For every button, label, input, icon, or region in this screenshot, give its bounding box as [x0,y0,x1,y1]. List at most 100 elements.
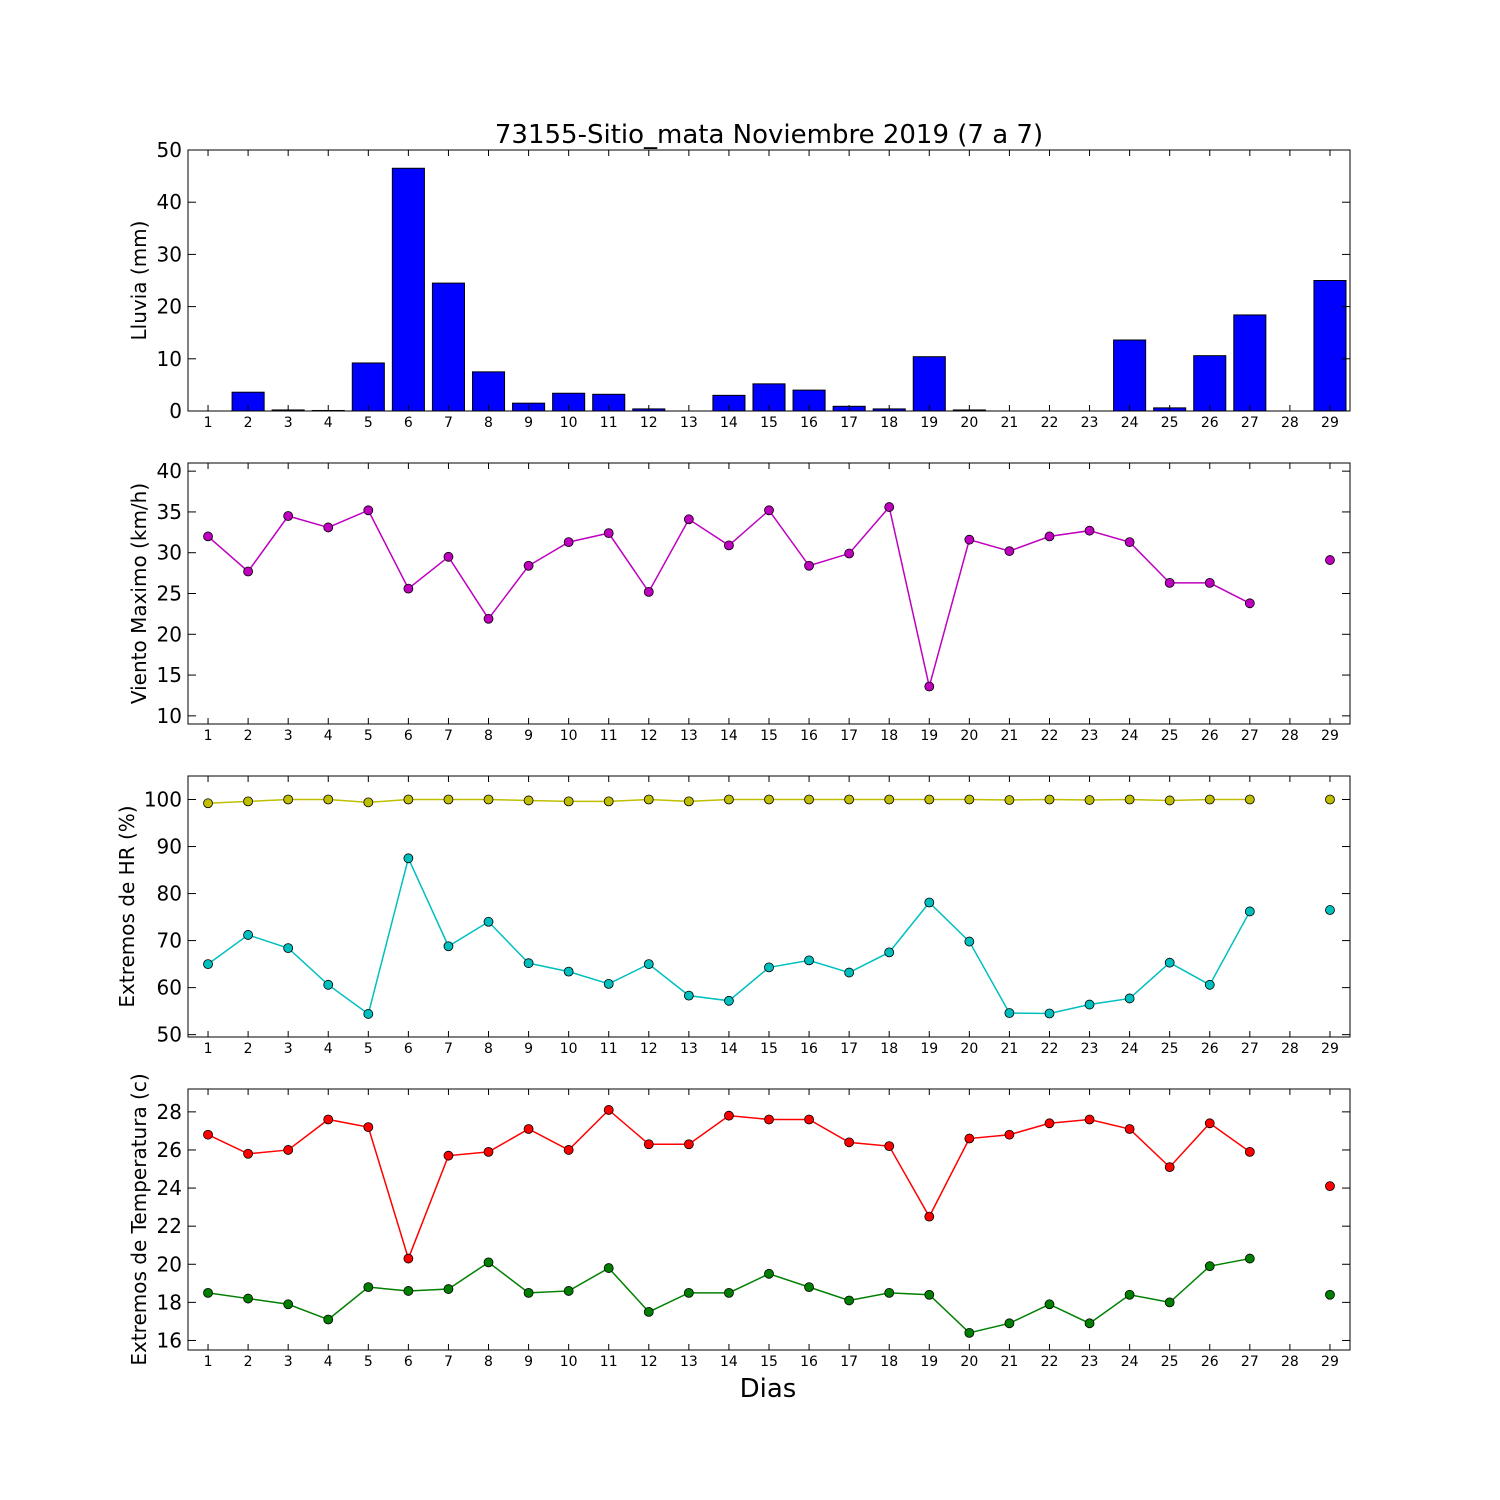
y-axis-label: Lluvia (mm) [127,221,151,341]
x-tick-label: 12 [640,1354,658,1370]
point-day-14 [724,540,734,551]
y-tick-label: 10 [157,704,182,728]
point-day-15 [764,1268,774,1279]
chart-title: 73155-Sitio_mata Noviembre 2019 (7 a 7) [495,120,1043,150]
point-day-22 [1044,1008,1055,1019]
x-tick-label: 10 [560,415,578,431]
point-day-12 [643,959,654,970]
x-tick-label: 14 [720,728,738,744]
x-tick-label: 28 [1281,1041,1299,1057]
point-day-27 [1244,906,1255,917]
plot-frame [187,1088,1351,1351]
y-tick-label: 70 [157,929,182,953]
x-tick-label: 28 [1281,728,1299,744]
point-day-23 [1084,795,1095,805]
point-day-22 [1044,531,1055,542]
x-tick-label: 8 [484,728,493,744]
point-day-10 [563,1286,574,1296]
point-day-29 [1325,1181,1335,1192]
x-tick-label: 25 [1161,1041,1179,1057]
point-day-7 [443,941,454,952]
x-tick-label: 3 [284,1354,293,1370]
x-tick-label: 4 [324,1354,333,1370]
y-tick-label: 20 [157,295,182,319]
point-day-25 [1164,795,1175,806]
y-axis-label: Extremos de HR (%) [115,805,139,1007]
y-tick-label: 25 [157,582,182,606]
x-tick-label: 6 [404,728,413,744]
point-day-4 [323,794,334,805]
point-day-15 [764,1114,774,1125]
x-tick-label: 26 [1201,728,1219,744]
y-tick-label: 90 [157,835,182,859]
point-day-4 [323,1314,334,1325]
point-day-15 [764,962,774,973]
x-tick-label: 27 [1241,728,1259,744]
point-day-16 [804,1282,814,1293]
point-day-7 [443,1284,454,1294]
point-day-17 [844,1295,855,1306]
x-tick-label: 13 [680,1041,698,1057]
x-tick-label: 6 [404,415,413,431]
x-tick-label: 28 [1281,415,1299,431]
point-day-26 [1204,578,1215,588]
y-tick-label: 20 [157,1252,182,1276]
series-1 [203,1105,1335,1264]
point-day-21 [1004,1008,1015,1018]
x-tick-label: 23 [1081,415,1099,431]
point-day-21 [1004,546,1015,556]
series-1 [203,502,1335,692]
x-tick-label: 10 [560,728,578,744]
point-day-14 [724,794,734,805]
point-day-16 [804,955,814,966]
x-tick-label: 2 [244,1354,253,1370]
point-day-26 [1204,794,1215,805]
x-tick-label: 13 [680,415,698,431]
bar-day-6 [391,167,425,412]
plot-frame [187,775,1351,1038]
x-tick-label: 24 [1121,1354,1139,1370]
bar-day-26 [1193,355,1227,412]
point-day-19 [924,1289,935,1300]
x-tick-label: 1 [204,1041,213,1057]
x-tick-label: 14 [720,415,738,431]
y-tick-label: 10 [157,347,182,371]
point-day-17 [844,548,855,559]
bar-day-19 [912,356,946,412]
x-tick-label: 25 [1161,728,1179,744]
x-tick-label: 16 [800,415,818,431]
point-day-24 [1124,993,1135,1004]
point-day-24 [1124,794,1135,805]
x-tick-label: 13 [680,1354,698,1370]
point-day-10 [563,1145,574,1155]
point-day-21 [1004,1318,1015,1329]
x-axis-label: Dias [740,1374,797,1404]
series-2 [203,853,1335,1019]
point-day-4 [323,979,334,990]
point-day-29 [1325,1289,1335,1300]
x-tick-label: 25 [1161,415,1179,431]
y-tick-label: 16 [157,1328,182,1352]
y-axis-label: Viento Maximo (km/h) [127,483,151,704]
point-day-5 [363,1122,374,1132]
x-tick-label: 8 [484,1354,493,1370]
x-tick-label: 24 [1121,1041,1139,1057]
x-tick-label: 4 [324,728,333,744]
x-tick-label: 2 [244,728,253,744]
x-tick-label: 19 [920,1354,938,1370]
point-day-10 [563,796,574,807]
point-day-7 [443,1150,454,1161]
point-day-3 [283,794,294,805]
x-tick-label: 26 [1201,1354,1219,1370]
series-2 [203,1253,1335,1338]
x-tick-label: 7 [444,1354,453,1370]
point-day-2 [243,566,254,577]
point-day-8 [483,1257,494,1268]
point-day-3 [283,511,294,521]
x-tick-label: 18 [880,415,898,431]
x-tick-label: 1 [204,415,213,431]
point-day-9 [523,1124,534,1134]
y-tick-label: 28 [157,1100,182,1124]
